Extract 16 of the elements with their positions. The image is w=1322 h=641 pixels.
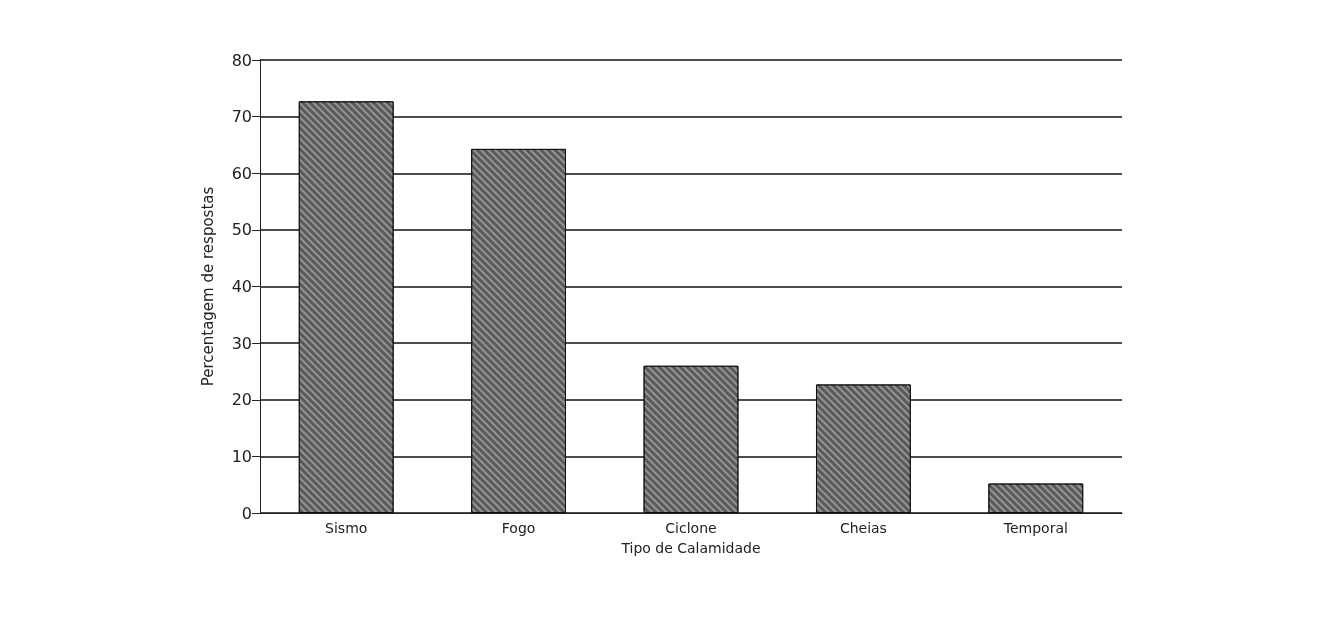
x-axis-title: Tipo de Calamidade — [620, 540, 761, 556]
x-tick-label: Sismo — [325, 520, 368, 536]
y-tick-label: 20 — [231, 390, 252, 410]
y-tick-label: 0 — [241, 503, 252, 523]
y-tick-label: 10 — [231, 446, 252, 466]
y-tick-label: 60 — [231, 163, 252, 183]
x-tick-label: Ciclone — [665, 520, 717, 536]
x-tick-label: Fogo — [501, 520, 536, 536]
y-tick-label: 80 — [231, 50, 252, 70]
y-tick-label: 50 — [231, 220, 252, 240]
y-tick-label: 40 — [231, 277, 252, 296]
x-tick-label: Cheias — [839, 520, 887, 536]
x-tick-label: Temporal — [1002, 520, 1068, 536]
y-tick-label: 70 — [231, 107, 252, 127]
y-axis-title: Percentagem de respostas — [198, 186, 217, 387]
y-tick-label: 30 — [231, 333, 252, 353]
